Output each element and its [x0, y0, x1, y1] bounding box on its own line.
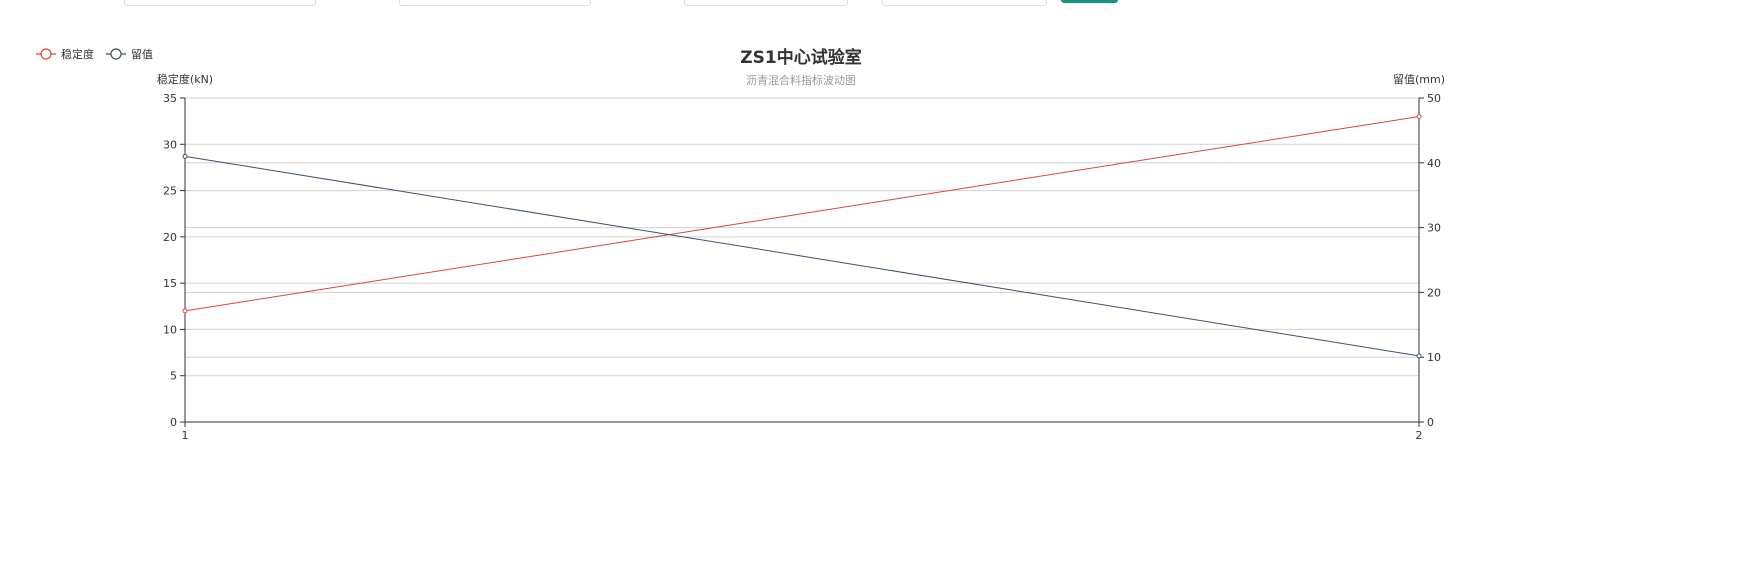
right-axis-tick-label: 30 — [1427, 222, 1441, 235]
legend-item: 留值 — [106, 48, 153, 61]
left-axis-tick-label: 30 — [163, 138, 177, 151]
filter-input-4[interactable] — [882, 0, 1047, 6]
left-axis-label: 稳定度(kN) — [157, 72, 213, 86]
left-axis-tick-label: 0 — [170, 416, 177, 429]
axes: 0 5 10 15 20 25 30 35 0 10 20 30 40 50 1 2 — [163, 92, 1441, 442]
left-axis-tick-label: 25 — [163, 185, 177, 198]
chart-subtitle: 沥青混合料指标波动图 — [746, 73, 856, 87]
right-axis-tick-label: 0 — [1427, 416, 1434, 429]
right-axis-label: 留值(mm) — [1393, 73, 1445, 86]
legend: 稳定度 留值 — [36, 47, 153, 61]
data-point — [182, 308, 188, 314]
chart-title: ZS1中心试验室 — [740, 47, 861, 68]
left-axis-tick-label: 35 — [163, 92, 177, 105]
data-point — [1416, 353, 1422, 359]
series-line — [184, 155, 1420, 357]
grid — [185, 97, 1419, 377]
x-axis-tick-label: 1 — [182, 429, 189, 442]
legend-marker — [110, 48, 122, 60]
legend-marker — [40, 48, 52, 60]
data-point — [182, 153, 188, 159]
right-axis-tick-label: 40 — [1427, 157, 1441, 170]
right-axis-tick-label: 50 — [1427, 92, 1441, 105]
legend-item: 稳定度 — [36, 47, 94, 61]
left-axis-tick-label: 10 — [163, 323, 177, 336]
legend-label: 留值 — [131, 48, 153, 61]
series-line — [184, 116, 1420, 312]
filter-input-3[interactable] — [684, 0, 848, 6]
filter-bar — [0, 0, 1743, 10]
query-button[interactable] — [1061, 0, 1118, 3]
right-axis-tick-label: 20 — [1427, 286, 1441, 299]
data-point — [1416, 114, 1422, 120]
legend-label: 稳定度 — [61, 47, 94, 61]
x-axis-tick-label: 2 — [1416, 429, 1423, 442]
left-axis-tick-label: 20 — [163, 231, 177, 244]
filter-input-2[interactable] — [399, 0, 591, 6]
left-axis-tick-label: 15 — [163, 277, 177, 290]
left-axis-tick-label: 5 — [170, 370, 177, 383]
filter-input-1[interactable] — [124, 0, 316, 6]
series-group — [182, 114, 1422, 359]
right-axis-tick-label: 10 — [1427, 351, 1441, 364]
